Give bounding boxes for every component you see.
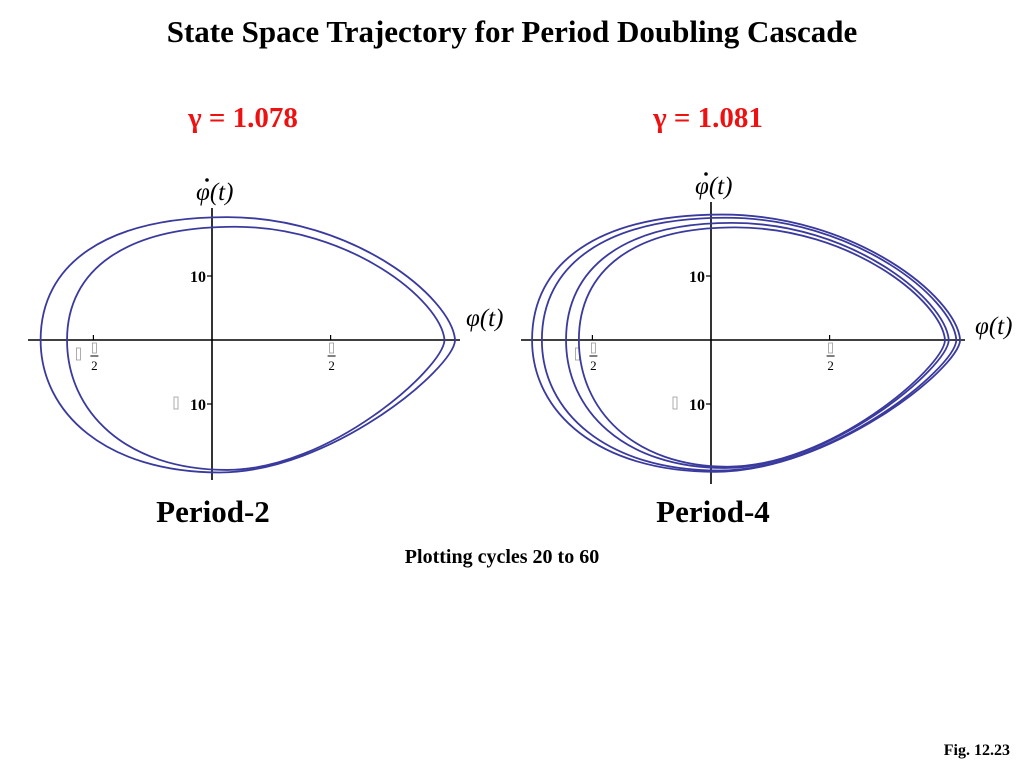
page-title: State Space Trajectory for Period Doubli…	[166, 14, 858, 49]
trajectory-loop	[39, 216, 457, 474]
trajectory-loop	[540, 216, 958, 472]
pi-glyph-placeholder	[828, 342, 833, 354]
derivative-dot	[704, 172, 708, 176]
x-tick-label: 2	[328, 358, 335, 373]
period-label-left: Period-2	[156, 494, 270, 529]
x-tick-label: 2	[91, 358, 98, 373]
period-label-right: Period-4	[656, 494, 770, 529]
x-axis-label: φ(t)	[466, 305, 503, 332]
gamma-label-left: γ = 1.078	[188, 102, 298, 134]
y-tick-label: 10	[689, 269, 705, 286]
minus-glyph-placeholder	[76, 347, 81, 361]
y-tick-label: 10	[689, 397, 705, 414]
gamma-label-right: γ = 1.081	[653, 102, 763, 134]
minus-glyph-placeholder	[173, 396, 179, 410]
trajectory-loop	[565, 221, 950, 469]
minus-glyph-placeholder	[672, 396, 678, 410]
derivative-dot	[205, 178, 209, 182]
figure-label: Fig. 12.23	[943, 742, 1010, 759]
y-axis-label: φ(t)	[695, 173, 732, 200]
pi-glyph-placeholder	[329, 342, 334, 354]
caption: Plotting cycles 20 to 60	[404, 546, 600, 568]
pi-glyph-placeholder	[92, 342, 97, 354]
trajectory-loop	[531, 213, 962, 473]
x-axis-label: φ(t)	[975, 313, 1012, 340]
pi-glyph-placeholder	[591, 342, 596, 354]
trajectory-loop	[577, 226, 946, 468]
x-tick-label: 2	[590, 358, 597, 373]
y-axis-label: φ(t)	[196, 179, 233, 206]
trajectory-loop	[66, 225, 446, 471]
x-tick-label: 2	[827, 358, 834, 373]
y-tick-label: 10	[190, 397, 206, 414]
y-tick-label: 10	[190, 269, 206, 286]
